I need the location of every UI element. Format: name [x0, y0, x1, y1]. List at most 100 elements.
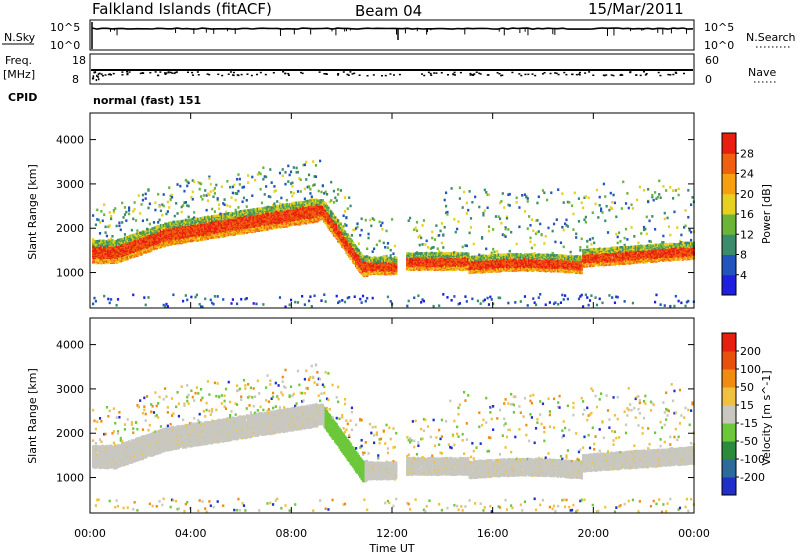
- scatter-cell: [233, 183, 236, 187]
- scatter-cell: [176, 221, 179, 225]
- scatter-cell: [169, 194, 172, 198]
- nave-dot: [475, 71, 478, 74]
- nave-dot: [191, 74, 194, 76]
- nave-dot: [206, 73, 209, 75]
- nsky-tick-top: 10^5: [50, 21, 80, 34]
- scatter-cell: [147, 296, 150, 299]
- scatter-cell: [168, 206, 171, 209]
- scatter-cell: [145, 242, 149, 245]
- scatter-cell: [181, 234, 185, 238]
- scatter-cell: [154, 201, 157, 204]
- scatter-cell: [180, 210, 183, 214]
- nave-dot: [208, 73, 211, 76]
- scatter-cell: [187, 181, 190, 185]
- scatter-cell: [154, 236, 157, 240]
- scatter-cell: [281, 174, 284, 178]
- nave-dot: [149, 71, 152, 74]
- scatter-cell: [166, 222, 169, 226]
- scatter-cell: [121, 239, 124, 243]
- scatter-cell: [172, 242, 175, 245]
- scatter-cell: [129, 251, 132, 254]
- scatter-cell: [186, 184, 189, 188]
- scatter-cell: [186, 232, 189, 235]
- nave-dot: [511, 71, 514, 74]
- scatter-cell: [132, 255, 135, 259]
- scatter-cell: [190, 238, 193, 241]
- nave-dot: [358, 74, 361, 76]
- nave-tick-bottom: 0: [705, 73, 712, 86]
- scatter-cell: [159, 236, 163, 240]
- nave-dot: [479, 73, 482, 75]
- scatter-cell: [350, 234, 354, 237]
- scatter-cell: [144, 233, 147, 236]
- nave-dot: [571, 73, 574, 76]
- scatter-cell: [105, 240, 109, 243]
- scatter-cell: [110, 237, 113, 241]
- scatter-cell: [136, 234, 139, 237]
- scatter-cell: [343, 210, 347, 213]
- scatter-cell: [154, 226, 157, 229]
- scatter-cell: [158, 246, 161, 249]
- scatter-cell: [165, 212, 168, 216]
- scatter-cell: [132, 210, 135, 213]
- scatter-cell: [116, 298, 120, 301]
- scatter-cell: [183, 222, 186, 226]
- scatter-cell: [190, 231, 193, 235]
- nave-dot: [629, 71, 632, 74]
- scatter-cell: [179, 219, 182, 223]
- nave-dot: [610, 74, 613, 76]
- nave-dot: [602, 74, 605, 76]
- nave-dot: [669, 74, 672, 76]
- scatter-cell: [147, 228, 150, 232]
- scatter-cell: [98, 260, 102, 264]
- scatter-cell: [104, 261, 107, 265]
- nave-dot: [107, 73, 110, 76]
- scatter-cell: [165, 232, 168, 235]
- scatter-cell: [325, 193, 329, 196]
- scatter-cell: [162, 230, 165, 234]
- scatter-cell: [111, 256, 114, 260]
- nave-dot: [287, 74, 290, 76]
- scatter-cell: [181, 231, 185, 234]
- scatter-cell: [94, 223, 97, 227]
- scatter-cell: [335, 294, 338, 298]
- scatter-cell: [299, 178, 302, 182]
- scatter-cell: [147, 249, 150, 253]
- scatter-cell: [96, 257, 99, 260]
- scatter-cell: [307, 299, 311, 303]
- scatter-cell: [145, 218, 149, 222]
- scatter-cell: [348, 295, 351, 299]
- scatter-cell: [92, 260, 95, 264]
- scatter-cell: [125, 243, 128, 247]
- scatter-cell: [139, 231, 142, 235]
- scatter-cell: [134, 232, 138, 236]
- scatter-cell: [176, 228, 179, 231]
- scatter-cell: [125, 210, 128, 214]
- nave-dot: [644, 74, 647, 76]
- scatter-cell: [161, 203, 164, 206]
- scatter-cell: [179, 184, 182, 188]
- date-label: 15/Mar/2011: [588, 0, 684, 18]
- scatter-cell: [107, 254, 110, 258]
- scatter-cell: [98, 239, 102, 243]
- scatter-cell: [310, 305, 313, 308]
- nave-dot: [337, 74, 340, 76]
- scatter-cell: [111, 234, 114, 238]
- scatter-cell: [199, 195, 203, 198]
- scatter-cell: [229, 185, 232, 189]
- scatter-cell: [180, 220, 183, 223]
- scatter-cell: [305, 160, 308, 164]
- scatter-cell: [148, 240, 151, 243]
- scatter-cell: [285, 198, 288, 202]
- scatter-cell: [134, 254, 138, 257]
- scatter-cell: [103, 239, 106, 243]
- scatter-cell: [208, 177, 211, 180]
- scatter-cell: [118, 251, 121, 255]
- scatter-cell: [123, 255, 127, 258]
- nave-dot: [389, 73, 392, 75]
- scatter-cell: [173, 227, 176, 231]
- scatter-cell: [292, 191, 295, 195]
- nave-dot: [101, 74, 104, 77]
- scatter-cell: [186, 238, 189, 242]
- scatter-cell: [335, 199, 338, 202]
